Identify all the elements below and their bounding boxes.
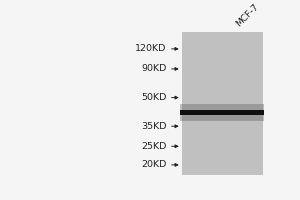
Text: 20KD: 20KD — [141, 160, 166, 169]
Bar — [181, 104, 264, 121]
Text: MCF-7: MCF-7 — [234, 2, 260, 29]
Bar — [181, 110, 264, 115]
Text: 90KD: 90KD — [141, 64, 166, 73]
Text: 120KD: 120KD — [135, 44, 167, 53]
Text: 50KD: 50KD — [141, 93, 166, 102]
Text: 25KD: 25KD — [141, 142, 166, 151]
Text: 35KD: 35KD — [141, 122, 167, 131]
Bar — [182, 32, 263, 175]
